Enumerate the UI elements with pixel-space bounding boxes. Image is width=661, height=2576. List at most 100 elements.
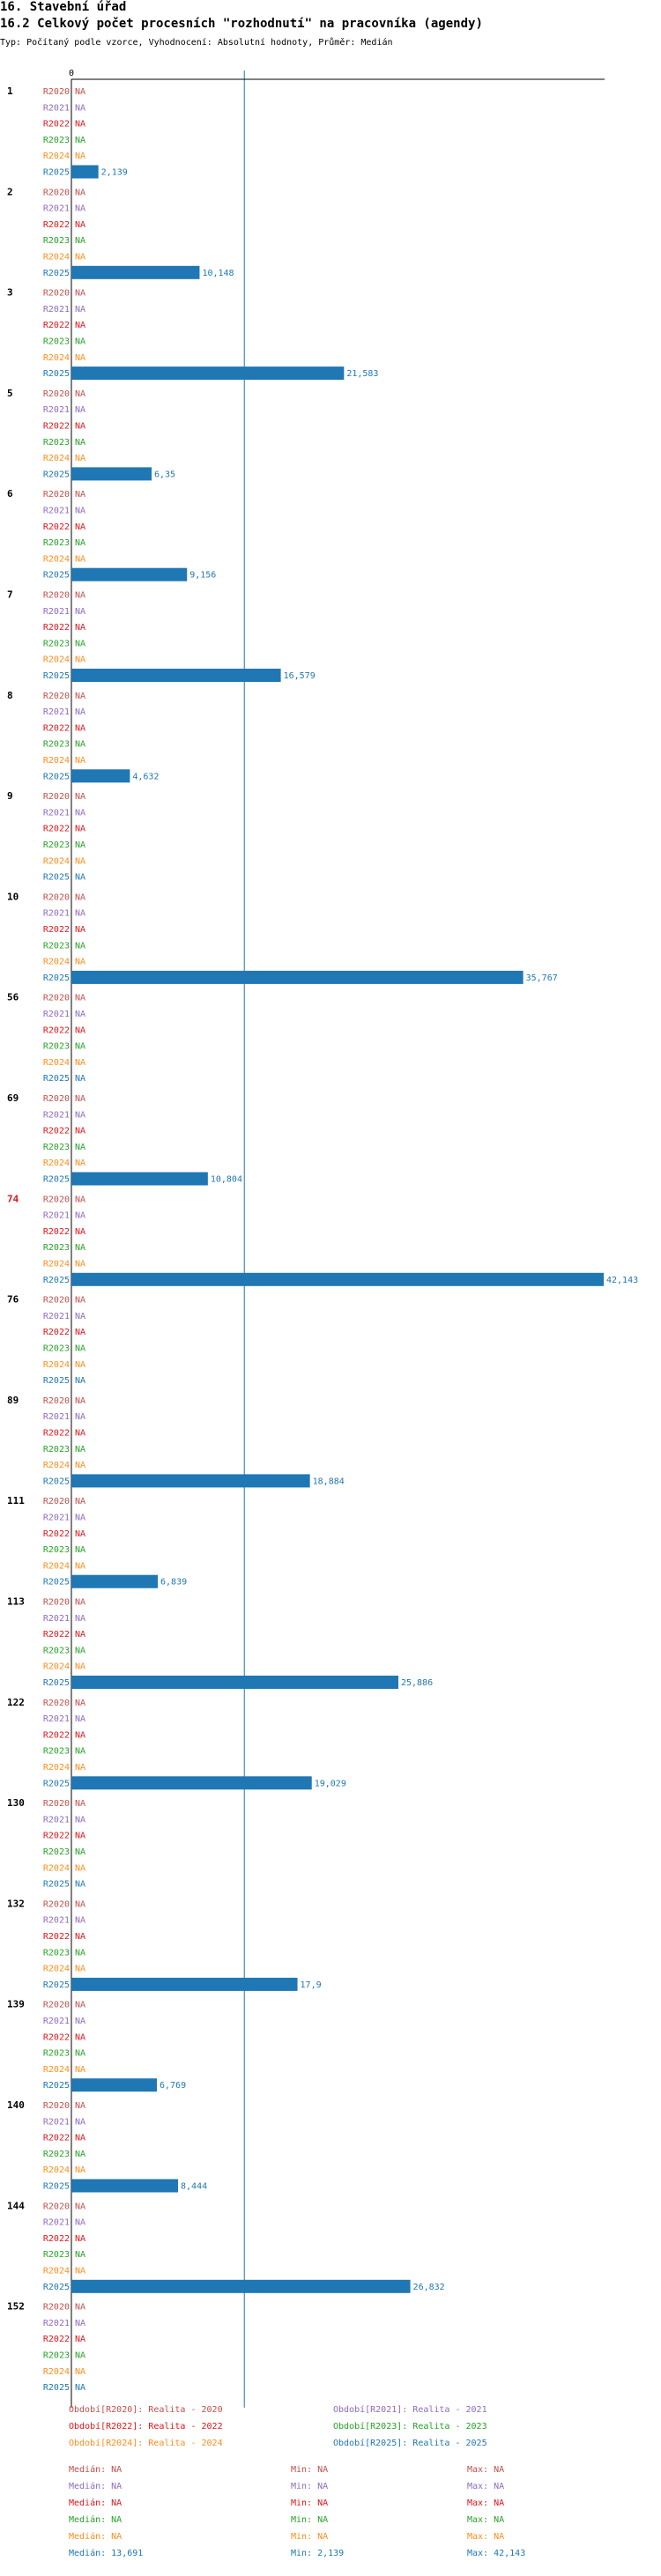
series-label: R2021 [43,507,70,516]
series-label: R2023 [43,136,70,145]
series-label: R2021 [43,1110,70,1120]
na-label: NA [75,1714,85,1724]
series-label: R2022 [43,422,70,432]
data-label: 8,444 [181,2182,207,2192]
series-label: R2022 [43,2234,70,2244]
na-label: NA [75,103,85,113]
series-label: R2020 [43,994,70,1003]
series-label: R2021 [43,1714,70,1724]
na-label: NA [75,756,85,766]
na-label: NA [75,2117,85,2127]
series-label: R2022 [43,1328,70,1337]
series-label: R2023 [43,236,70,246]
stat-max: Max: NA [467,2482,504,2491]
stat-min: Min: NA [291,2515,328,2525]
category-label: 139 [7,1999,25,2010]
category-label: 56 [7,992,19,1003]
bar [71,970,524,984]
series-label: R2025 [43,1276,70,1285]
series-label: R2020 [43,389,70,399]
na-label: NA [75,454,85,463]
na-label: NA [75,1110,85,1120]
na-label: NA [75,1344,85,1354]
bar [71,567,188,581]
series-label: R2021 [43,305,70,315]
category-label: 76 [7,1294,19,1306]
na-label: NA [75,909,85,919]
stat-median: Medián: NA [69,2481,122,2491]
na-label: NA [75,1360,85,1370]
na-label: NA [75,1296,85,1306]
series-label: R2023 [43,639,70,648]
na-label: NA [75,1662,85,1672]
stat-max: Max: 42,143 [467,2549,525,2558]
series-label: R2025 [43,168,70,178]
series-label: R2021 [43,2319,70,2328]
stat-min: Min: NA [291,2482,328,2491]
category-label: 2 [7,186,13,197]
na-label: NA [75,1497,85,1506]
series-label: R2023 [43,1143,70,1152]
na-label: NA [75,2319,85,2328]
series-label: R2023 [43,740,70,750]
na-label: NA [75,1747,85,1757]
series-label: R2020 [43,2303,70,2313]
na-label: NA [75,808,85,818]
category-label: 7 [7,589,13,601]
na-label: NA [75,2234,85,2244]
na-label: NA [75,1916,85,1926]
na-label: NA [75,1396,85,1406]
category-label: 144 [7,2200,25,2211]
na-label: NA [75,994,85,1003]
series-label: R2022 [43,723,70,733]
na-label: NA [75,2049,85,2059]
na-label: NA [75,1328,85,1337]
series-label: R2020 [43,892,70,902]
na-label: NA [75,840,85,850]
na-label: NA [75,253,85,263]
na-label: NA [75,1730,85,1740]
series-label: R2024 [43,1260,70,1269]
data-label: 6,769 [160,2081,186,2091]
na-label: NA [75,389,85,399]
na-label: NA [75,623,85,633]
series-label: R2022 [43,120,70,130]
series-label: R2025 [43,873,70,883]
series-label: R2021 [43,1614,70,1624]
series-label: R2022 [43,2032,70,2042]
na-label: NA [75,723,85,733]
series-label: R2025 [43,470,70,479]
na-label: NA [75,1763,85,1773]
category-label: 130 [7,1797,25,1809]
na-label: NA [75,1211,85,1221]
series-label: R2022 [43,1025,70,1035]
series-label: R2023 [43,1847,70,1857]
na-label: NA [75,639,85,648]
bar [71,2179,179,2193]
series-label: R2024 [43,2367,70,2377]
series-label: R2023 [43,538,70,548]
series-label: R2024 [43,1561,70,1571]
series-label: R2022 [43,2335,70,2344]
na-label: NA [75,2017,85,2026]
na-label: NA [75,136,85,145]
na-label: NA [75,321,85,330]
na-label: NA [75,1243,85,1253]
series-label: R2023 [43,840,70,850]
series-label: R2022 [43,1832,70,1841]
series-label: R2022 [43,825,70,834]
na-label: NA [75,353,85,363]
stat-max: Max: NA [467,2498,504,2508]
bar [71,1977,298,1991]
na-label: NA [75,1260,85,1269]
series-label: R2024 [43,655,70,665]
series-label: R2025 [43,2081,70,2091]
series-label: R2020 [43,2101,70,2111]
na-label: NA [75,152,85,161]
data-label: 16,579 [284,671,316,681]
legend-entry: Období[R2020]: Realita - 2020 [69,2404,223,2415]
series-label: R2024 [43,856,70,866]
na-label: NA [75,2351,85,2361]
na-label: NA [75,2150,85,2159]
